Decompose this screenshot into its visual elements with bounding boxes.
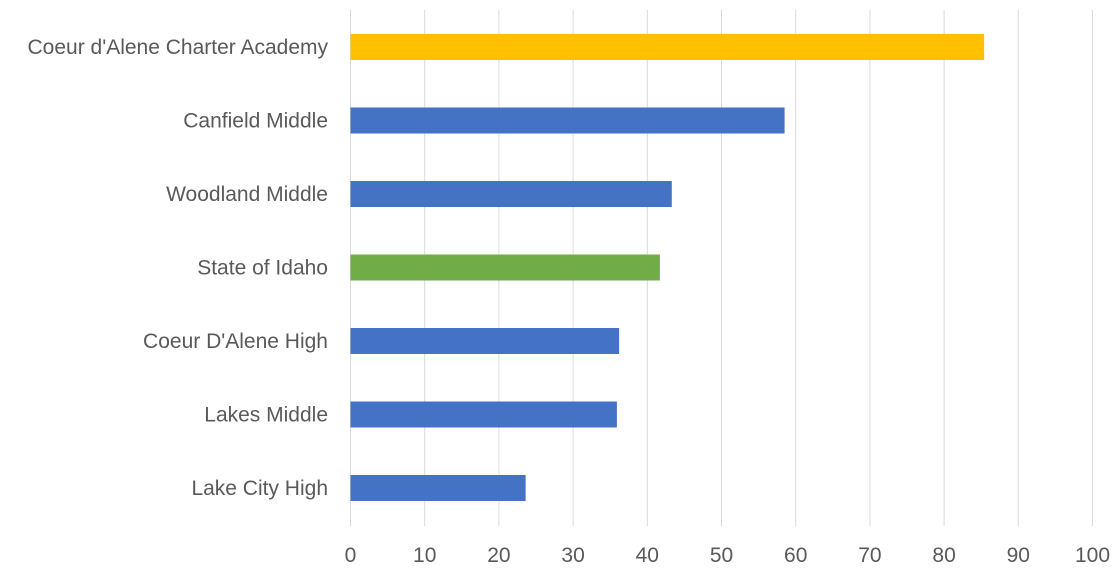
category-label: Coeur d'Alene Charter Academy bbox=[27, 36, 328, 59]
bar bbox=[350, 181, 672, 207]
x-tick-label: 0 bbox=[345, 544, 357, 567]
category-labels: Coeur d'Alene Charter Academy Canfield Mi… bbox=[27, 36, 328, 500]
bar bbox=[350, 401, 617, 428]
bar bbox=[350, 254, 660, 281]
category-label: Coeur D'Alene High bbox=[143, 330, 328, 353]
category-label: State of Idaho bbox=[197, 257, 328, 280]
bar bbox=[350, 475, 526, 501]
x-tick-label: 80 bbox=[932, 544, 955, 567]
x-tick-label: 70 bbox=[858, 544, 881, 567]
bars bbox=[350, 34, 985, 501]
x-tick-label: 90 bbox=[1007, 544, 1030, 567]
bar bbox=[350, 34, 985, 60]
x-tick-label: 10 bbox=[413, 544, 436, 567]
x-tick-label: 60 bbox=[784, 544, 807, 567]
x-tick-label: 40 bbox=[636, 544, 659, 567]
category-label: Woodland Middle bbox=[166, 183, 328, 206]
category-label: Lake City High bbox=[191, 477, 328, 500]
x-tick-labels: 0 10 20 30 40 50 60 70 80 90 100 bbox=[345, 544, 1110, 567]
category-label: Canfield Middle bbox=[183, 110, 328, 133]
x-tick-label: 20 bbox=[487, 544, 510, 567]
x-tick-label: 50 bbox=[710, 544, 733, 567]
bar bbox=[350, 328, 620, 354]
x-tick-label: 30 bbox=[561, 544, 584, 567]
category-label: Lakes Middle bbox=[204, 404, 328, 427]
x-tick-label: 100 bbox=[1075, 544, 1110, 567]
bar bbox=[350, 107, 785, 134]
